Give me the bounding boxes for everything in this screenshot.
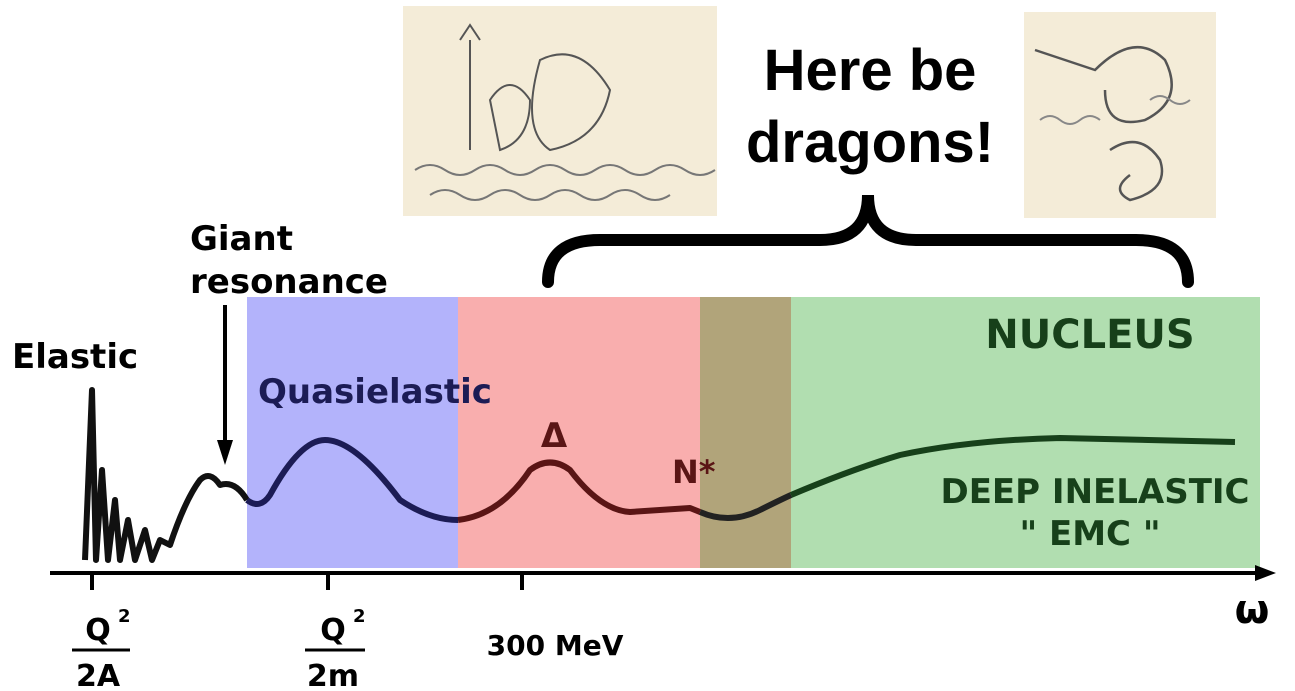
label: Quasielastic [258, 372, 492, 412]
tick-denominator: 2m [307, 659, 359, 691]
tick-exponent: 2 [118, 606, 131, 627]
sketch-neptune [403, 6, 717, 216]
region-transition [700, 297, 791, 568]
label: Giant [190, 219, 293, 259]
title-line: dragons! [746, 110, 994, 175]
label: N* [672, 453, 716, 491]
tick-numerator: Q [320, 613, 346, 648]
arrowhead [217, 440, 233, 465]
title-line: Here be [764, 38, 977, 103]
label: Elastic [12, 337, 138, 377]
region-resonance [458, 297, 700, 568]
tick-denominator: 2A [76, 659, 121, 691]
tick-label: 300 MeV [487, 629, 624, 662]
axis-variable: ω [1235, 587, 1270, 633]
label: " EMC " [1019, 514, 1160, 554]
label: DEEP INELASTIC [940, 472, 1249, 512]
label: Δ [541, 416, 568, 456]
cross-section-curve [82, 387, 1236, 563]
label: NUCLEUS [985, 312, 1194, 358]
tick-exponent: 2 [353, 606, 366, 627]
sketch-dragon [1024, 12, 1216, 218]
label: resonance [190, 262, 388, 302]
brace [542, 194, 1194, 288]
axis-arrow [1255, 565, 1276, 581]
region-quasielastic [247, 297, 458, 568]
tick-numerator: Q [85, 613, 111, 648]
region-deep-inelastic [791, 297, 1260, 568]
